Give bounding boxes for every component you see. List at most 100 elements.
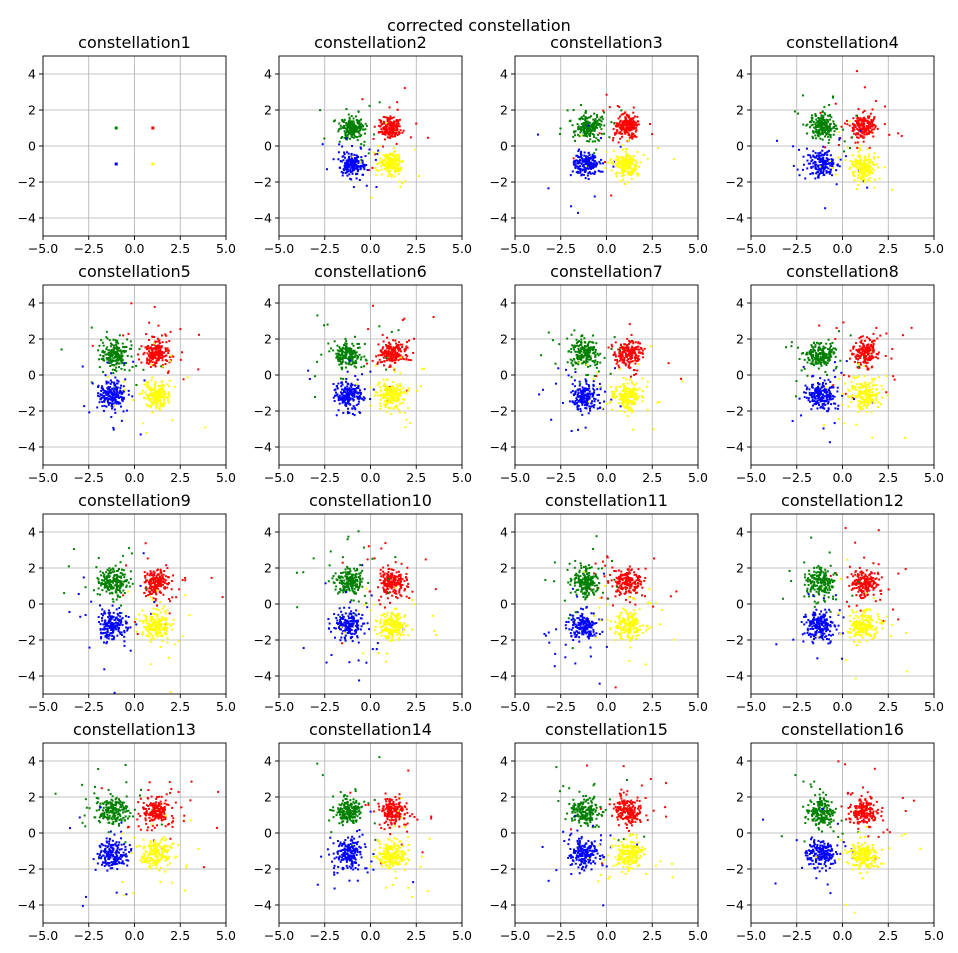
data-point [852,132,855,135]
data-point [863,131,866,134]
data-point [395,153,398,156]
data-point [114,353,117,356]
data-point [171,419,174,422]
data-point [814,166,817,169]
data-point [361,173,364,176]
data-point [332,396,335,399]
subplot-title: constellation7 [550,262,663,281]
data-point [391,131,394,134]
data-point [351,361,354,364]
data-point [341,401,344,404]
data-point [382,392,385,395]
data-point [802,123,805,126]
data-point [341,126,344,129]
data-point [824,207,827,210]
data-point [358,135,361,138]
data-point [388,387,391,390]
data-point [863,157,866,160]
data-point [355,173,358,176]
data-point [359,129,362,132]
data-point [858,119,861,122]
data-point [592,349,595,352]
data-point [581,173,584,176]
data-point [116,339,119,342]
data-point [148,399,151,402]
data-point [130,344,133,347]
data-point [363,397,366,400]
data-point [641,377,644,380]
y-tick-label: −4 [490,211,508,226]
data-point [398,348,401,351]
data-point [389,365,392,368]
data-point [339,357,342,360]
data-point [159,392,162,395]
data-point [638,387,641,390]
data-point [598,382,601,385]
data-point [352,186,355,189]
data-point [167,349,170,352]
data-point [395,131,398,134]
data-point [862,166,865,169]
data-point [376,363,379,366]
data-point [160,345,163,348]
data-point [341,366,344,369]
data-point [394,339,397,342]
data-point [584,117,587,120]
data-point [857,174,860,177]
data-point [333,399,336,402]
data-point [120,359,123,362]
data-point [384,133,387,136]
data-point [620,162,623,165]
data-point [107,402,110,405]
data-point [360,356,363,359]
data-point [596,120,599,123]
data-point [379,125,382,128]
data-point [863,163,866,166]
data-point [863,181,866,184]
data-point [347,407,350,410]
data-point [360,366,363,369]
data-point [827,135,830,138]
data-point [628,409,631,412]
data-point [156,405,159,408]
data-point [152,395,155,398]
data-point [863,133,866,136]
data-point [589,409,592,412]
data-point [610,385,613,388]
data-point [355,404,358,407]
data-point [341,174,344,177]
data-point [630,171,633,174]
data-point [372,388,375,391]
data-point [351,353,354,356]
data-point [620,353,623,356]
data-point [576,355,579,358]
data-point [389,135,392,138]
data-point [100,396,103,399]
data-point [831,96,834,99]
data-point [860,122,863,125]
data-point [632,401,635,404]
data-point [587,133,590,136]
data-point [161,359,164,362]
data-point [620,109,623,112]
data-point [574,392,577,395]
y-tick-label: 2 [28,103,36,118]
data-point [342,389,345,392]
data-point [581,346,584,349]
data-point [610,158,613,161]
data-point [344,361,347,364]
data-point [88,411,91,414]
data-point [354,391,357,394]
data-point [856,141,859,144]
data-point [623,356,626,359]
data-point [620,135,623,138]
data-point [363,164,366,167]
data-point [589,349,592,352]
data-point [854,161,857,164]
data-point [349,128,352,131]
data-point [385,410,388,413]
data-point [153,305,156,308]
data-point [625,124,628,127]
data-point [627,352,630,355]
data-point [390,153,393,156]
